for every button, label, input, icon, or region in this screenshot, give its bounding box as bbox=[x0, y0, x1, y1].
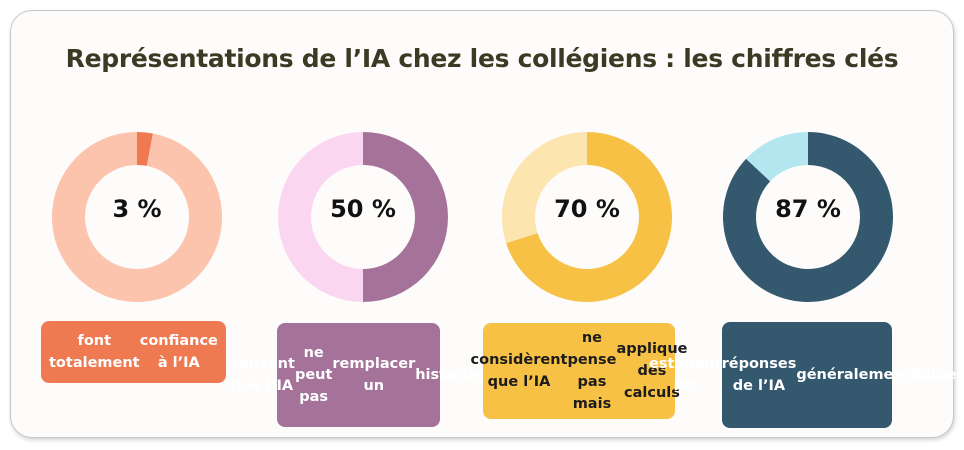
caption-line: réponses de l’IA bbox=[721, 356, 797, 394]
caption-line: fiables bbox=[910, 367, 964, 383]
caption-historian: pensent que l’IA ne peut pas remplacer u… bbox=[229, 323, 488, 427]
donut-remainder-slice bbox=[746, 132, 808, 182]
caption-line: remplacer un bbox=[332, 356, 416, 394]
page-title: Représentations de l’IA chez les collégi… bbox=[65, 44, 899, 73]
donut-remainder-slice bbox=[51, 132, 222, 302]
donut-value-historian: 50 % bbox=[330, 195, 396, 223]
caption-line: généralement bbox=[796, 367, 911, 383]
donut-chart-calculations bbox=[502, 132, 672, 302]
donut-value-reliability: 87 % bbox=[775, 195, 841, 223]
donut-remainder-slice bbox=[278, 132, 363, 302]
caption-line: confiance à l’IA bbox=[139, 333, 218, 371]
donut-chart-reliability bbox=[723, 132, 893, 302]
donut-value-slice bbox=[723, 132, 893, 302]
caption-reliability: estiment les réponses de l’IA généraleme… bbox=[649, 322, 964, 428]
caption-trust: font totalement confiance à l’IA bbox=[41, 321, 226, 383]
caption-line: considèrent que l’IA bbox=[470, 352, 568, 390]
donut-chart-historian bbox=[278, 132, 448, 302]
donut-value-slice bbox=[506, 132, 672, 302]
caption-line: applique des calculs bbox=[616, 341, 688, 401]
stat-historian: 50 % pensent que l’IA ne peut pas rempla… bbox=[229, 127, 488, 437]
donut-value-calculations: 70 % bbox=[554, 195, 620, 223]
caption-line: ne pense pas mais bbox=[567, 330, 617, 412]
donut-value-slice bbox=[363, 132, 448, 302]
stat-trust: 3 % font totalement confiance à l’IA bbox=[41, 127, 257, 437]
stat-calculations: 70 % considèrent que l’IA ne pense pas m… bbox=[471, 127, 707, 437]
donut-value-trust: 3 % bbox=[112, 195, 162, 223]
caption-line: historien bbox=[415, 367, 489, 383]
stat-reliability: 87 % estiment les réponses de l’IA génér… bbox=[649, 127, 964, 437]
caption-line: pensent que l’IA bbox=[228, 356, 295, 394]
donut-chart-trust bbox=[51, 132, 222, 302]
caption-line: estiment les bbox=[649, 356, 722, 394]
caption-calculations: considèrent que l’IA ne pense pas mais a… bbox=[471, 323, 687, 419]
caption-line: ne peut pas bbox=[294, 345, 333, 405]
donut-value-slice bbox=[137, 132, 153, 166]
donut-remainder-slice bbox=[502, 132, 587, 244]
caption-line: font totalement bbox=[49, 333, 140, 371]
